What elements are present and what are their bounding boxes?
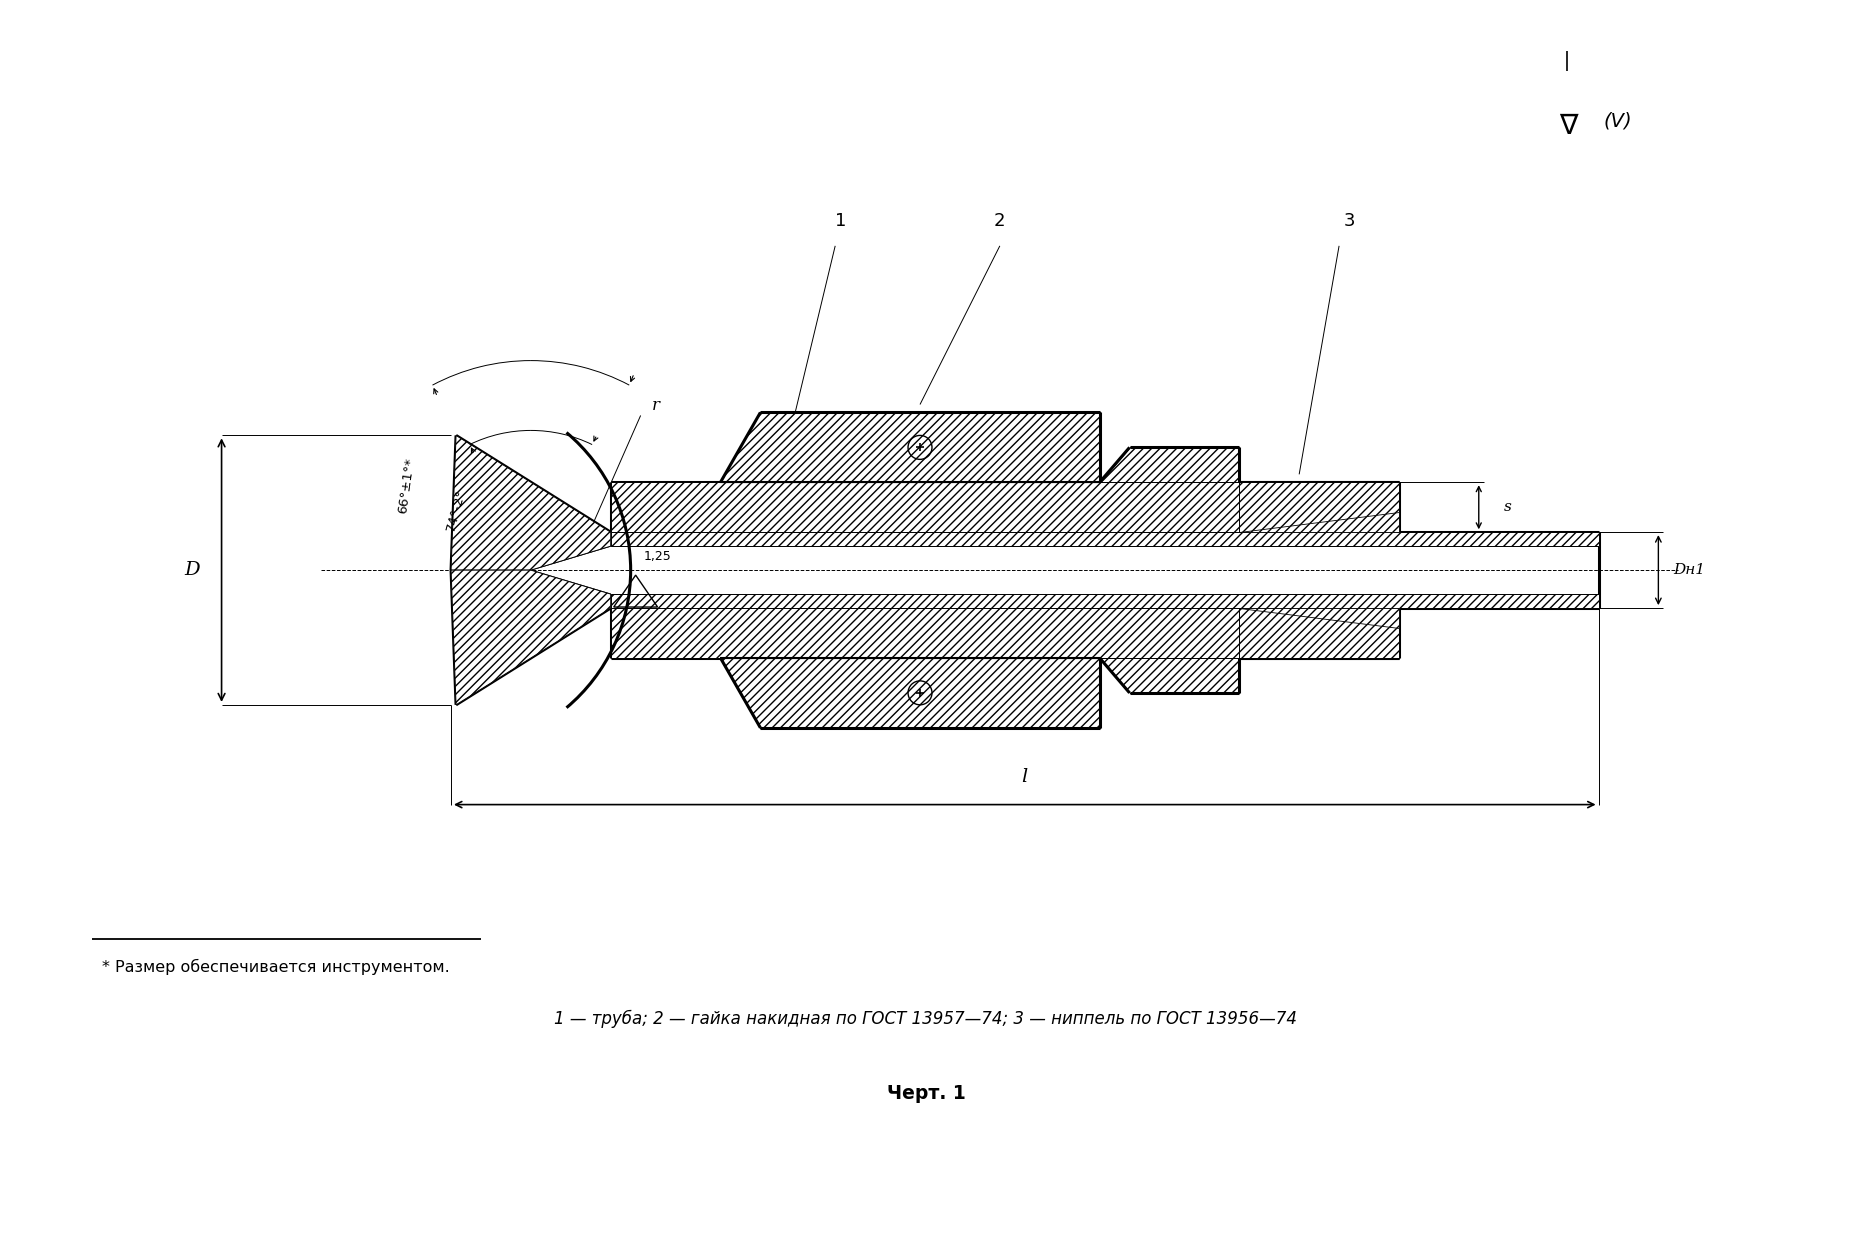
Text: Черт. 1: Черт. 1 — [887, 1085, 965, 1104]
Text: D: D — [183, 561, 200, 579]
Polygon shape — [720, 658, 1100, 727]
Polygon shape — [1239, 482, 1398, 532]
Text: * Размер обеспечивается инструментом.: * Размер обеспечивается инструментом. — [102, 959, 450, 975]
Text: r: r — [652, 398, 659, 414]
Text: 3: 3 — [1343, 213, 1356, 230]
Text: 1,25: 1,25 — [644, 550, 672, 564]
Text: s: s — [1504, 500, 1511, 514]
Polygon shape — [611, 482, 1398, 532]
Polygon shape — [1239, 608, 1398, 658]
Polygon shape — [1239, 512, 1398, 532]
Text: Dн1: Dн1 — [1674, 562, 1706, 578]
Text: l: l — [1022, 768, 1028, 786]
Text: 2: 2 — [995, 213, 1006, 230]
Polygon shape — [611, 608, 1398, 658]
Text: 1 — труба; 2 — гайка накидная по ГОСТ 13957—74; 3 — ниппель по ГОСТ 13956—74: 1 — труба; 2 — гайка накидная по ГОСТ 13… — [554, 1010, 1298, 1029]
Polygon shape — [452, 435, 611, 570]
Text: ∇: ∇ — [1559, 112, 1578, 140]
Polygon shape — [1100, 448, 1239, 482]
Polygon shape — [720, 412, 1100, 482]
Text: 74°-2°: 74°-2° — [444, 488, 469, 532]
Polygon shape — [611, 532, 1598, 546]
Polygon shape — [1239, 608, 1398, 628]
Polygon shape — [1100, 658, 1239, 692]
Polygon shape — [611, 594, 1598, 608]
Text: (V): (V) — [1604, 111, 1632, 130]
Polygon shape — [452, 570, 611, 705]
Text: 66°±1°*: 66°±1°* — [396, 456, 417, 514]
Text: 1: 1 — [835, 213, 846, 230]
